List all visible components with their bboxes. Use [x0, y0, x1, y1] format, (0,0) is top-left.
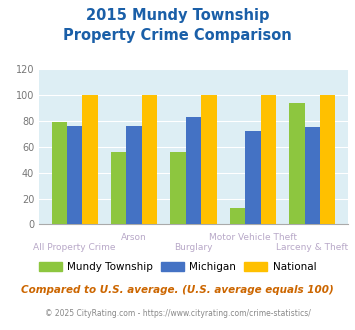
- Text: 2015 Mundy Township: 2015 Mundy Township: [86, 8, 269, 23]
- Bar: [170, 152, 186, 224]
- Bar: [186, 117, 201, 224]
- Text: Larceny & Theft: Larceny & Theft: [276, 243, 348, 251]
- Legend: Mundy Township, Michigan, National: Mundy Township, Michigan, National: [35, 258, 320, 276]
- Text: Compared to U.S. average. (U.S. average equals 100): Compared to U.S. average. (U.S. average …: [21, 285, 334, 295]
- Text: Motor Vehicle Theft: Motor Vehicle Theft: [209, 233, 297, 242]
- Bar: [261, 95, 276, 224]
- Text: Property Crime Comparison: Property Crime Comparison: [63, 28, 292, 43]
- Bar: [201, 95, 217, 224]
- Bar: [82, 95, 98, 224]
- Bar: [245, 131, 261, 224]
- Bar: [320, 95, 335, 224]
- Text: © 2025 CityRating.com - https://www.cityrating.com/crime-statistics/: © 2025 CityRating.com - https://www.city…: [45, 309, 310, 318]
- Text: All Property Crime: All Property Crime: [33, 243, 116, 251]
- Text: Burglary: Burglary: [174, 243, 213, 251]
- Bar: [289, 103, 305, 224]
- Bar: [111, 152, 126, 224]
- Text: Arson: Arson: [121, 233, 147, 242]
- Bar: [230, 208, 245, 224]
- Bar: [126, 126, 142, 224]
- Bar: [51, 122, 67, 224]
- Bar: [305, 127, 320, 224]
- Bar: [142, 95, 157, 224]
- Bar: [67, 126, 82, 224]
